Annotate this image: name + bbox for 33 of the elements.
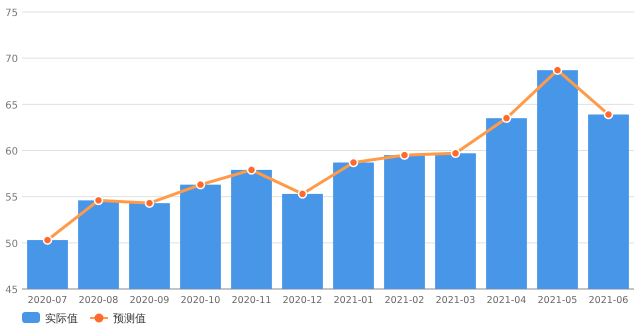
x-tick-label: 2021-01 [334, 295, 374, 306]
point [144, 198, 154, 208]
legend-label: 实际值 [45, 312, 78, 325]
y-tick-label: 50 [5, 238, 18, 250]
y-tick-label: 75 [5, 8, 18, 19]
x-tick-label: 2020-10 [180, 295, 220, 306]
point [94, 196, 104, 206]
y-tick-label: 65 [5, 100, 18, 112]
point [298, 189, 308, 199]
x-tick-label: 2021-02 [384, 295, 424, 306]
x-tick-label: 2020-09 [130, 295, 170, 306]
x-tick-label: 2021-06 [588, 295, 628, 306]
x-tick-label: 2020-08 [78, 295, 118, 306]
y-tick-label: 55 [5, 192, 18, 204]
x-tick-label: 2020-11 [232, 295, 272, 306]
point [196, 180, 206, 190]
point [42, 235, 52, 245]
point [450, 148, 460, 158]
point [400, 150, 410, 160]
legend-label: 预测值 [113, 312, 146, 325]
x-tick-label: 2021-05 [538, 295, 578, 306]
x-tick-label: 2020-12 [282, 295, 322, 306]
y-tick-label: 70 [5, 54, 18, 66]
point [552, 65, 562, 75]
y-tick-label: 60 [5, 146, 18, 158]
point [502, 113, 512, 123]
point [604, 110, 614, 120]
x-tick-label: 2021-03 [436, 295, 476, 306]
point [348, 158, 358, 168]
x-tick-label: 2021-04 [486, 295, 526, 306]
point [246, 165, 256, 175]
x-tick-label: 2020-07 [28, 295, 68, 306]
y-tick-label: 45 [5, 285, 18, 296]
